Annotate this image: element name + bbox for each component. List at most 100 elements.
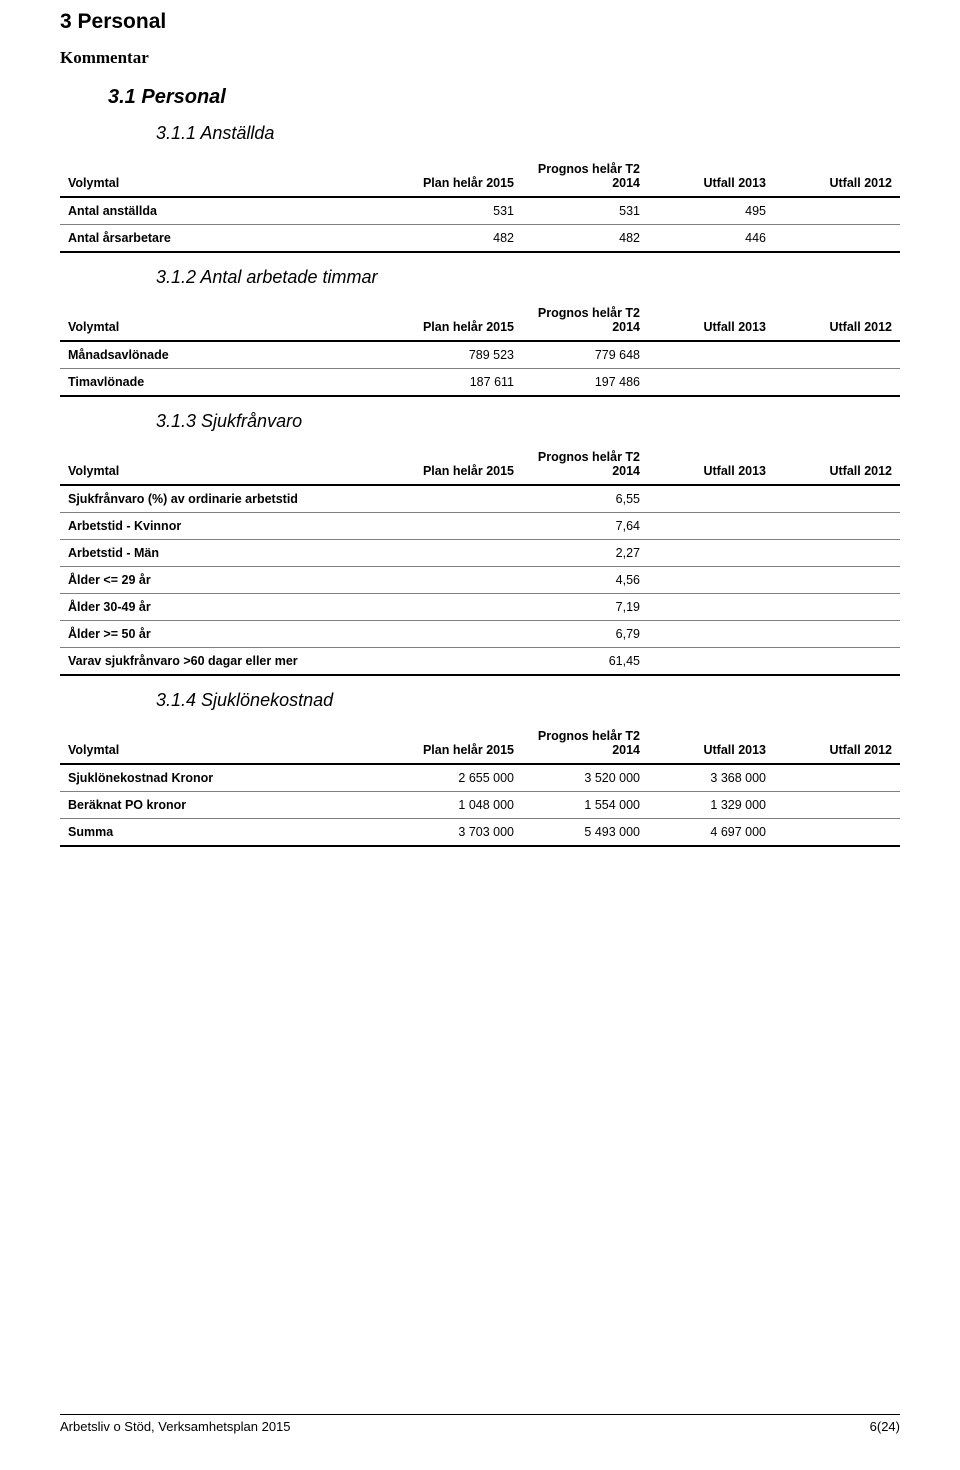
- row-value: [648, 513, 774, 540]
- row-value: [648, 369, 774, 397]
- table-row: Summa3 703 0005 493 0004 697 000: [60, 819, 900, 847]
- row-value: [774, 369, 900, 397]
- row-value: [774, 567, 900, 594]
- row-value: 187 611: [396, 369, 522, 397]
- table-313-title: 3.1.3 Sjukfrånvaro: [156, 411, 900, 432]
- th-prognos-helar: Prognos helår T2 2014: [522, 444, 648, 485]
- row-value: 2 655 000: [396, 764, 522, 792]
- row-value: 1 329 000: [648, 792, 774, 819]
- row-value: 61,45: [522, 648, 648, 676]
- row-label: Månadsavlönade: [60, 341, 396, 369]
- th-volymtal: Volymtal: [60, 444, 396, 485]
- row-value: [396, 567, 522, 594]
- row-label: Antal anställda: [60, 197, 396, 225]
- table-row: Antal årsarbetare482482446: [60, 225, 900, 253]
- th-plan-helar: Plan helår 2015: [396, 444, 522, 485]
- row-value: [774, 197, 900, 225]
- row-value: [396, 648, 522, 676]
- row-value: 3 368 000: [648, 764, 774, 792]
- footer-left: Arbetsliv o Stöd, Verksamhetsplan 2015: [60, 1419, 291, 1434]
- row-value: 4,56: [522, 567, 648, 594]
- th-prognos-helar: Prognos helår T2 2014: [522, 156, 648, 197]
- row-value: [774, 792, 900, 819]
- th-utfall-2013: Utfall 2013: [648, 444, 774, 485]
- row-value: 3 520 000: [522, 764, 648, 792]
- table-row: Timavlönade187 611197 486: [60, 369, 900, 397]
- subsection-title: 3.1 Personal: [108, 86, 900, 109]
- row-value: 495: [648, 197, 774, 225]
- row-value: 531: [522, 197, 648, 225]
- row-value: [648, 341, 774, 369]
- row-value: [774, 819, 900, 847]
- row-value: 6,79: [522, 621, 648, 648]
- table-311: Volymtal Plan helår 2015 Prognos helår T…: [60, 156, 900, 253]
- row-value: [396, 594, 522, 621]
- row-label: Timavlönade: [60, 369, 396, 397]
- row-value: [648, 594, 774, 621]
- row-value: [648, 621, 774, 648]
- row-value: 1 048 000: [396, 792, 522, 819]
- th-utfall-2013: Utfall 2013: [648, 723, 774, 764]
- row-value: 482: [396, 225, 522, 253]
- row-label: Varav sjukfrånvaro >60 dagar eller mer: [60, 648, 396, 676]
- footer-right: 6(24): [870, 1419, 900, 1434]
- row-value: [396, 621, 522, 648]
- row-value: [648, 567, 774, 594]
- th-utfall-2012: Utfall 2012: [774, 444, 900, 485]
- row-value: 6,55: [522, 485, 648, 513]
- row-value: 7,19: [522, 594, 648, 621]
- section-title: 3 Personal: [60, 10, 900, 34]
- row-value: [648, 648, 774, 676]
- th-volymtal: Volymtal: [60, 723, 396, 764]
- table-row: Arbetstid - Kvinnor 7,64: [60, 513, 900, 540]
- row-value: 1 554 000: [522, 792, 648, 819]
- th-utfall-2012: Utfall 2012: [774, 300, 900, 341]
- th-prognos-helar: Prognos helår T2 2014: [522, 723, 648, 764]
- row-label: Ålder <= 29 år: [60, 567, 396, 594]
- row-value: 2,27: [522, 540, 648, 567]
- row-value: [396, 513, 522, 540]
- table-row: Beräknat PO kronor1 048 0001 554 0001 32…: [60, 792, 900, 819]
- row-value: [774, 648, 900, 676]
- th-prognos-helar: Prognos helår T2 2014: [522, 300, 648, 341]
- row-label: Arbetstid - Kvinnor: [60, 513, 396, 540]
- th-volymtal: Volymtal: [60, 300, 396, 341]
- row-value: 3 703 000: [396, 819, 522, 847]
- th-utfall-2012: Utfall 2012: [774, 723, 900, 764]
- row-label: Summa: [60, 819, 396, 847]
- row-value: 482: [522, 225, 648, 253]
- row-value: [774, 225, 900, 253]
- table-row: Månadsavlönade789 523779 648: [60, 341, 900, 369]
- table-row: Varav sjukfrånvaro >60 dagar eller mer 61…: [60, 648, 900, 676]
- th-utfall-2012: Utfall 2012: [774, 156, 900, 197]
- table-314-title: 3.1.4 Sjuklönekostnad: [156, 690, 900, 711]
- row-value: [648, 540, 774, 567]
- row-label: Sjukfrånvaro (%) av ordinarie arbetstid: [60, 485, 396, 513]
- row-value: [774, 764, 900, 792]
- row-value: 4 697 000: [648, 819, 774, 847]
- table-row: Sjukfrånvaro (%) av ordinarie arbetstid 6…: [60, 485, 900, 513]
- table-row: Ålder <= 29 år 4,56: [60, 567, 900, 594]
- row-value: [774, 594, 900, 621]
- th-utfall-2013: Utfall 2013: [648, 156, 774, 197]
- table-row: Arbetstid - Män 2,27: [60, 540, 900, 567]
- row-value: 7,64: [522, 513, 648, 540]
- row-value: [774, 513, 900, 540]
- kommentar-label: Kommentar: [60, 48, 900, 68]
- table-312-title: 3.1.2 Antal arbetade timmar: [156, 267, 900, 288]
- row-value: [774, 540, 900, 567]
- row-value: [774, 621, 900, 648]
- table-row: Antal anställda531531495: [60, 197, 900, 225]
- table-313: Volymtal Plan helår 2015 Prognos helår T…: [60, 444, 900, 676]
- th-volymtal: Volymtal: [60, 156, 396, 197]
- row-label: Ålder 30-49 år: [60, 594, 396, 621]
- row-value: [396, 540, 522, 567]
- row-value: 779 648: [522, 341, 648, 369]
- row-value: [396, 485, 522, 513]
- page-footer: Arbetsliv o Stöd, Verksamhetsplan 2015 6…: [60, 1414, 900, 1434]
- row-label: Ålder >= 50 år: [60, 621, 396, 648]
- row-value: [648, 485, 774, 513]
- table-row: Ålder 30-49 år 7,19: [60, 594, 900, 621]
- row-label: Antal årsarbetare: [60, 225, 396, 253]
- row-label: Arbetstid - Män: [60, 540, 396, 567]
